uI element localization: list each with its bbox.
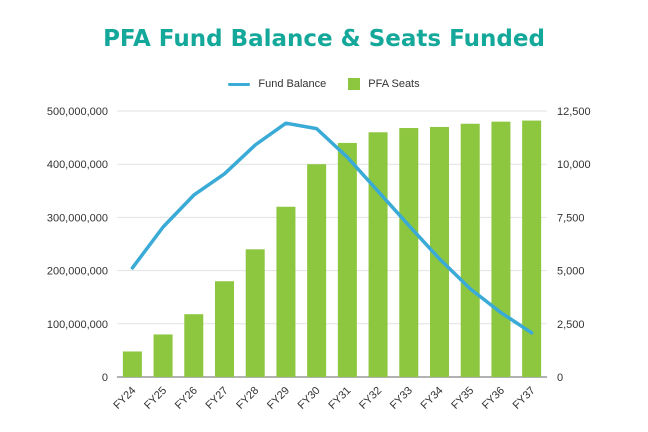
right-axis-tick-label: 2,500 [557,319,585,331]
legend: Fund Balance PFA Seats [0,78,648,90]
right-axis-tick-label: 7,500 [557,212,585,224]
x-axis-tick-label: FY37 [511,385,538,412]
legend-label-fund-balance: Fund Balance [258,78,327,90]
bar-fy29 [276,206,296,377]
bar-fy24 [122,351,142,377]
x-axis-tick-label: FY36 [480,385,507,412]
line-series-fund-balance [130,121,534,335]
left-axis-tick-label: 200,000,000 [47,266,108,278]
right-axis-tick-label: 10,000 [557,159,591,171]
gridlines [117,110,547,378]
right-axis-tick-label: 12,500 [557,106,591,118]
bar-fy37 [522,120,542,378]
legend-item-pfa-seats: PFA Seats [348,78,420,90]
bar-fy30 [307,164,327,377]
legend-item-fund-balance: Fund Balance [228,78,326,90]
left-axis-tick-label: 300,000,000 [47,212,108,224]
x-axis-tick-label: FY25 [142,385,169,412]
bar-fy25 [153,334,173,377]
bar-fy31 [337,142,357,377]
bar-fy32 [368,132,388,377]
bar-fy33 [399,128,419,377]
x-axis-tick-label: FY32 [357,385,384,412]
left-axis-tick-label: 500,000,000 [47,106,108,118]
left-axis-tick-label: 0 [102,372,108,384]
legend-swatch-fund-balance [228,82,251,86]
x-axis-ticks: FY24 FY25 FY26 FY27 FY28 FY29 FY30 FY31 FY32 FY33… [111,385,537,412]
left-axis-ticks: 0 100,000,000 200,000,000 300,000,000 400,00… [47,106,108,384]
x-axis-tick-label: FY24 [111,385,138,412]
x-axis-tick-label: FY31 [326,385,353,412]
chart-title: PFA Fund Balance & Seats Funded [103,26,545,52]
x-axis-tick-label: FY26 [173,385,200,412]
bar-fy34 [430,126,449,378]
x-axis-tick-label: FY30 [296,385,323,412]
fund-balance-line [130,121,534,335]
x-axis-tick-label: FY28 [234,385,261,412]
bar-series-pfa-seats [122,120,542,378]
x-axis-tick-label: FY33 [388,385,415,412]
legend-label-pfa-seats: PFA Seats [368,78,420,90]
x-axis-tick-label: FY35 [449,385,476,412]
bar-fy27 [215,281,234,377]
x-axis-tick-label: FY34 [419,385,446,412]
legend-swatch-pfa-seats [348,78,361,90]
bar-fy28 [245,249,265,377]
bar-fy26 [184,314,204,377]
bar-fy36 [491,121,511,377]
x-axis-tick-label: FY27 [204,385,231,412]
right-axis-tick-label: 5,000 [557,266,585,278]
right-axis-tick-label: 0 [557,372,563,384]
left-axis-tick-label: 400,000,000 [47,159,108,171]
bar-fy35 [460,123,480,377]
left-axis-tick-label: 100,000,000 [47,319,108,331]
x-axis-tick-label: FY29 [265,385,292,412]
right-axis-ticks: 0 2,500 5,000 7,500 10,000 12,500 [557,106,591,384]
